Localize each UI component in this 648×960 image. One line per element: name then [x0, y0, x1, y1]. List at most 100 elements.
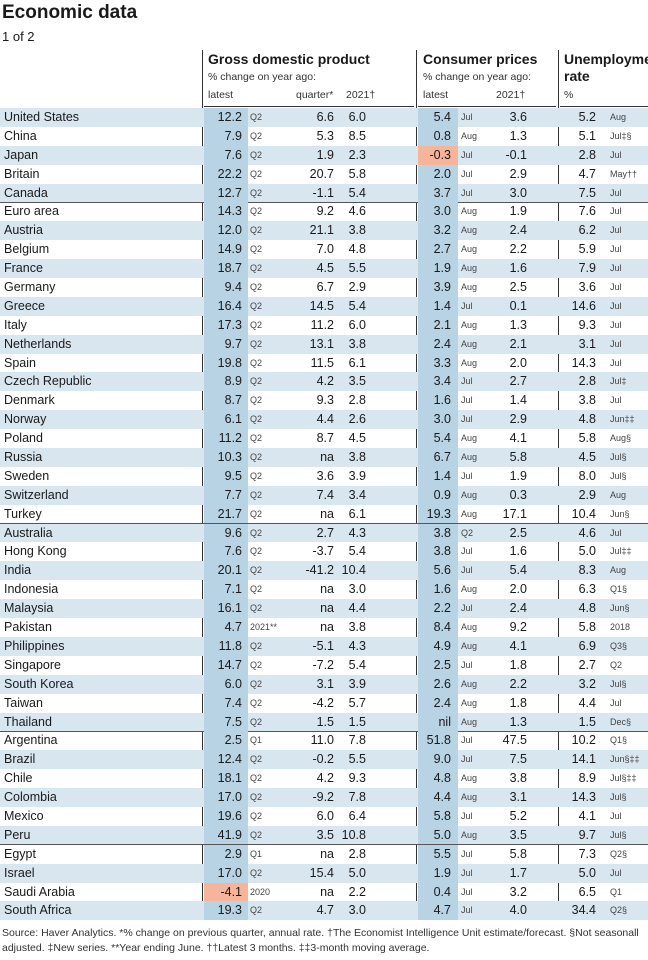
cpi-period: Jul — [461, 886, 473, 897]
gdp-2021-value: 5.5 — [348, 752, 366, 767]
cpi-2021-value: 4.1 — [509, 431, 527, 446]
gdp-2021-value: 6.0 — [348, 110, 366, 124]
cpi-2021-value: 2.9 — [509, 412, 527, 427]
cpi-2021-value: 1.6 — [509, 261, 527, 276]
cpi-latest-cell — [418, 296, 458, 316]
cpi-period: Aug — [461, 130, 478, 141]
gdp-quarter-value: -4.2 — [312, 695, 334, 710]
gdp-latest-cell — [204, 825, 248, 845]
cpi-latest-value: 3.8 — [433, 525, 451, 540]
table-row: South Africa 19.3 Q2 4.7 3.0 4.7 Jul 4.0 34.4 Q2§ — [0, 901, 648, 921]
gdp-period: Q2 — [250, 773, 263, 784]
cpi-period: Jul — [461, 603, 473, 614]
cpi-period: Jul — [461, 112, 473, 122]
unemployment-value: 4.6 — [578, 525, 596, 540]
unemployment-period: Q1§ — [610, 735, 628, 746]
table-row: Sweden 9.5 Q2 3.6 3.9 1.4 Jul 1.9 8.0 Jul§ — [0, 466, 648, 486]
country-name: Poland — [4, 431, 43, 446]
gdp-quarter-value: na — [320, 846, 334, 861]
unemployment-value: 3.8 — [578, 393, 596, 408]
row-stripe — [0, 448, 648, 467]
gdp-quarter-value: 13.1 — [309, 336, 334, 351]
gdp-quarter-value: 7.4 — [316, 487, 334, 502]
gdp-latest-cell — [204, 561, 248, 581]
cpi-latest-value: 1.6 — [433, 582, 451, 597]
unemployment-value: 5.8 — [578, 620, 596, 635]
unemployment-value: 6.9 — [578, 638, 596, 653]
unemployment-period: Aug — [610, 565, 627, 576]
gdp-2021-value: 5.5 — [348, 261, 366, 276]
gdp-period: Q2 — [250, 697, 263, 708]
country-name: Thailand — [4, 714, 52, 729]
unemployment-value: 2.8 — [578, 374, 596, 389]
table-row: Netherlands 9.7 Q2 13.1 3.8 2.4 Aug 2.1 3.1 Jul — [0, 334, 648, 354]
header-underline — [418, 106, 556, 107]
gdp-quarter-value: 3.1 — [316, 676, 334, 691]
gdp-2021-value: 8.5 — [348, 128, 366, 143]
unemployment-period: Jul — [610, 319, 622, 330]
table-row: Pakistan 4.7 2021** na 3.8 8.4 Aug 9.2 5.8 2018 — [0, 618, 648, 637]
gdp-period: Q1 — [250, 848, 263, 859]
cpi-latest-value: 6.7 — [433, 450, 451, 465]
cpi-latest-value: 8.4 — [433, 620, 451, 635]
row-stripe — [0, 674, 648, 694]
cpi-2021-value: 3.5 — [509, 827, 527, 842]
column-divider — [416, 50, 417, 920]
cpi-latest-value: 0.4 — [433, 884, 451, 899]
gdp-latest-value: 11.8 — [218, 638, 242, 653]
gdp-latest-value: 21.7 — [217, 506, 242, 521]
unemployment-period: Aug — [610, 112, 627, 122]
cpi-latest-cell — [418, 750, 458, 770]
table-row: Saudi Arabia -4.1 2020 na 2.2 0.4 Jul 3.2 6.5 Q1 — [0, 882, 648, 902]
gdp-2021-value: 3.5 — [348, 374, 366, 389]
gdp-latest-cell — [204, 145, 248, 165]
row-stripe — [0, 712, 648, 732]
unemployment-period: Jul§ — [610, 470, 627, 481]
cpi-2021-value: 2.7 — [509, 374, 527, 389]
gdp-quarter-value: 4.7 — [316, 903, 334, 918]
cpi-period: Aug — [461, 773, 478, 784]
unemployment-value: 4.8 — [578, 412, 596, 427]
cpi-latest-cell — [418, 391, 458, 411]
gdp-period: Q2 — [250, 603, 263, 614]
gdp-quarter-value: na — [320, 884, 334, 899]
gdp-latest-value: 12.0 — [217, 223, 242, 238]
row-stripe — [0, 183, 648, 203]
gdp-quarter-value: 8.7 — [316, 431, 334, 446]
table-row: Austria 12.0 Q2 21.1 3.8 3.2 Aug 2.4 6.2 Jul — [0, 221, 648, 241]
cpi-latest-value: 4.9 — [433, 638, 451, 653]
gdp-latest-cell — [204, 882, 248, 902]
gdp-latest-cell — [204, 750, 248, 770]
cpi-latest-cell — [418, 636, 458, 656]
cpi-2021-value: 3.2 — [509, 884, 527, 899]
gdp-2021-value: 2.8 — [348, 846, 366, 861]
cpi-latest-value: 2.7 — [433, 242, 451, 257]
gdp-period: Q2 — [250, 489, 263, 500]
cpi-latest-value: 51.8 — [426, 733, 451, 748]
cpi-2021-value: 1.3 — [509, 317, 527, 332]
unemployment-value: 8.9 — [578, 771, 596, 786]
gdp-latest-value: 9.7 — [224, 336, 242, 351]
gdp-period: Q2 — [250, 112, 263, 122]
cpi-latest-value: 5.0 — [433, 827, 451, 842]
cpi-latest-value: nil — [438, 714, 451, 729]
unemployment-value: 6.2 — [578, 223, 596, 238]
country-name: Italy — [4, 317, 27, 332]
gdp-latest-cell — [204, 806, 248, 826]
gdp-quarter-value: 3.5 — [316, 827, 334, 842]
cpi-latest-cell — [418, 429, 458, 449]
gdp-latest-value: 41.9 — [217, 827, 242, 842]
unemployment-value: 5.8 — [578, 431, 596, 446]
unemployment-period: Jul — [610, 263, 622, 274]
gdp-2021-value: 6.4 — [348, 808, 366, 823]
country-name: Switzerland — [4, 487, 69, 502]
cpi-2021-value: 3.8 — [509, 771, 527, 786]
table-row: Euro area 14.3 Q2 9.2 4.6 3.0 Aug 1.9 7.6 Jul — [0, 202, 648, 222]
cpi-2021-value: 1.8 — [509, 657, 527, 672]
gdp-2021-value: 1.5 — [348, 714, 366, 729]
cpi-latest-cell — [418, 372, 458, 392]
cpi-2021-value: 5.4 — [509, 563, 527, 578]
gdp-quarter-value: 2.7 — [316, 525, 334, 540]
cpi-2021-value: 5.8 — [509, 450, 527, 465]
gdp-2021-value: 7.8 — [348, 790, 366, 805]
